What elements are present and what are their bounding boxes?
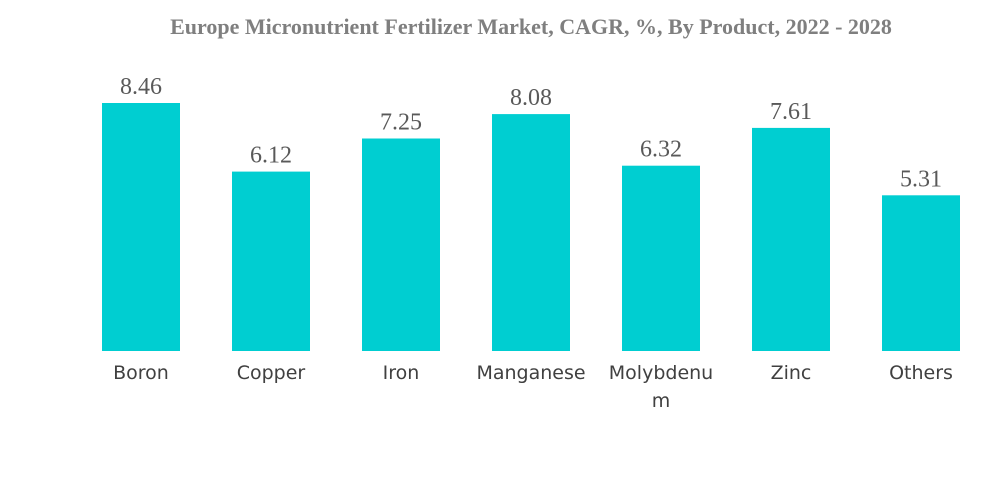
tick-label-others: Others [889,362,953,384]
bar-copper [232,171,310,351]
value-label-molybdenum: 6.32 [640,137,682,163]
chart-title: Europe Micronutrient Fertilizer Market, … [170,14,892,39]
tick-label-copper: Copper [237,362,306,384]
value-label-manganese: 8.08 [510,85,552,111]
bar-iron [362,138,440,351]
tick-label-boron: Boron [113,362,169,384]
bar-manganese [492,114,570,351]
value-label-copper: 6.12 [250,143,292,169]
tick-label-molybdenum-line-2: m [652,390,671,412]
value-label-boron: 8.46 [120,74,162,100]
value-label-zinc: 7.61 [770,99,812,125]
bar-others [882,195,960,351]
bar-molybdenum [622,165,700,351]
bar-zinc [752,127,830,352]
value-label-others: 5.31 [900,166,942,192]
bar-boron [102,103,180,351]
value-labels-layer: 8.46 6.12 7.25 8.08 6.32 7.61 5.31 [120,74,942,192]
tick-label-iron: Iron [383,362,420,384]
category-labels-layer: Boron Copper Iron Manganese Molybdenu m Zinc Ot… [113,362,953,412]
tick-label-manganese: Manganese [476,362,585,384]
bars-layer [102,103,960,352]
tick-label-zinc: Zinc [771,362,812,384]
tick-label-molybdenum-line-1: Molybdenu [609,362,713,384]
value-label-iron: 7.25 [380,110,422,136]
